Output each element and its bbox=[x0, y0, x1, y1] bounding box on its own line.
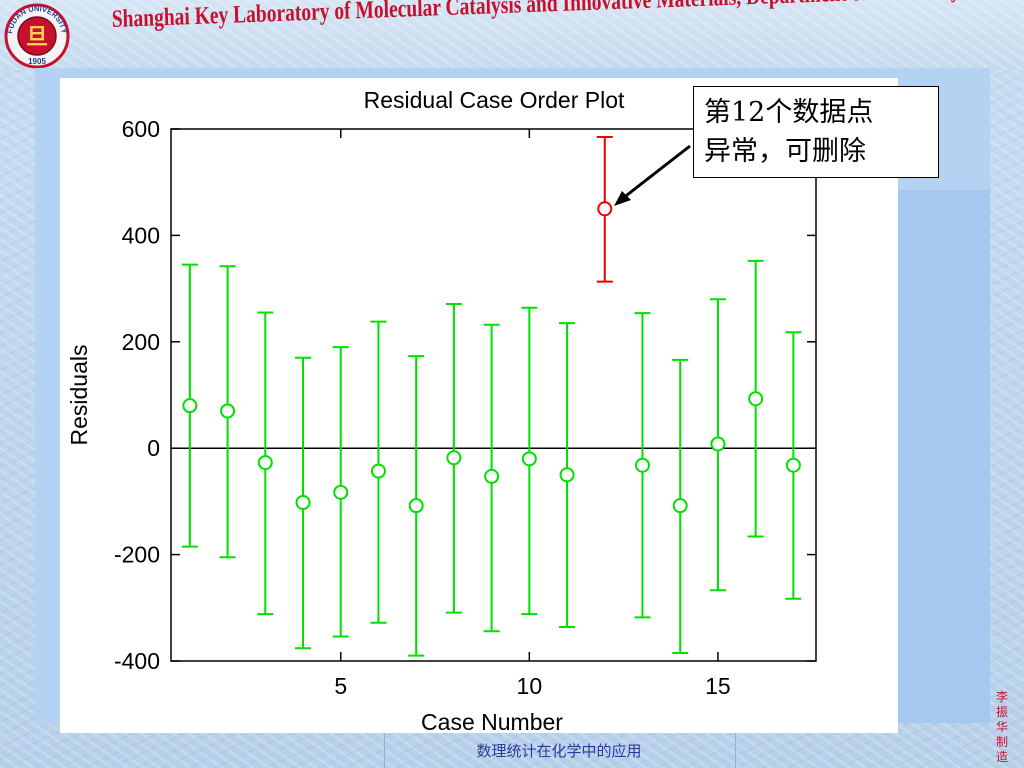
outlier-annotation: 第12个数据点 异常，可删除 bbox=[693, 86, 939, 178]
x-axis-label: Case Number bbox=[421, 709, 563, 735]
residual-point-13 bbox=[634, 457, 650, 473]
residual-point-1 bbox=[182, 398, 198, 414]
x-tick-label: 10 bbox=[517, 673, 543, 699]
logo-year: 1905 bbox=[28, 57, 46, 66]
chart-title: Residual Case Order Plot bbox=[364, 87, 625, 113]
annotation-arrow-head bbox=[614, 191, 631, 206]
residual-point-5 bbox=[333, 484, 349, 500]
annotation-arrow-line bbox=[617, 144, 691, 204]
fudan-logo: 旦 FUDAN UNIVERSITY 1905 bbox=[4, 3, 70, 69]
y-tick-label: -200 bbox=[114, 542, 160, 568]
x-tick-label: 15 bbox=[705, 673, 731, 699]
residual-point-6 bbox=[370, 463, 386, 479]
y-tick-label: 0 bbox=[147, 435, 160, 461]
residual-point-15 bbox=[710, 436, 726, 452]
residual-point-14 bbox=[672, 498, 688, 514]
y-tick-label: -400 bbox=[114, 648, 160, 674]
residual-point-9 bbox=[484, 468, 500, 484]
residual-point-17 bbox=[785, 457, 801, 473]
plot-layer: -400 -200 0 200 400 600 5 10 15 bbox=[114, 116, 817, 699]
logo-inner-disc bbox=[17, 16, 57, 56]
y-axis-label: Residuals bbox=[66, 345, 92, 446]
logo-emblem-glyph: 旦 bbox=[26, 24, 48, 50]
residual-point-8 bbox=[446, 450, 462, 466]
right-accent-bar bbox=[898, 190, 990, 723]
residual-point-4 bbox=[295, 494, 311, 510]
residual-point-10 bbox=[521, 451, 537, 467]
header-band bbox=[0, 0, 1024, 70]
y-tick-label: 400 bbox=[122, 222, 160, 248]
y-tick-label: 600 bbox=[122, 116, 160, 142]
residual-point-12 bbox=[597, 201, 613, 217]
residual-point-2 bbox=[220, 403, 236, 419]
residual-point-11 bbox=[559, 467, 575, 483]
author-credit: 李振华制造 bbox=[996, 690, 1009, 764]
x-tick-label: 5 bbox=[334, 673, 347, 699]
footer-caption: 数理统计在化学中的应用 bbox=[476, 742, 642, 760]
plot-frame bbox=[170, 128, 817, 662]
residual-point-16 bbox=[748, 391, 764, 407]
y-tick-label: 200 bbox=[122, 329, 160, 355]
residual-point-7 bbox=[408, 498, 424, 514]
footer-frame bbox=[384, 733, 736, 768]
residual-point-3 bbox=[257, 455, 273, 471]
